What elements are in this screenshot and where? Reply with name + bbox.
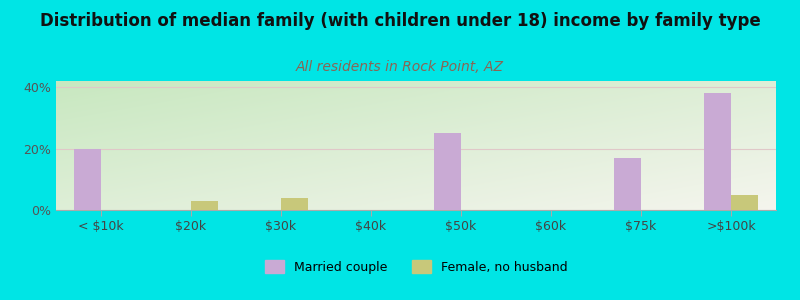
Bar bbox=[74, 148, 101, 210]
Bar bbox=[434, 133, 461, 210]
Bar bbox=[731, 195, 758, 210]
Bar bbox=[281, 198, 308, 210]
Text: All residents in Rock Point, AZ: All residents in Rock Point, AZ bbox=[296, 60, 504, 74]
Bar bbox=[191, 201, 218, 210]
Text: Distribution of median family (with children under 18) income by family type: Distribution of median family (with chil… bbox=[40, 12, 760, 30]
Legend: Married couple, Female, no husband: Married couple, Female, no husband bbox=[260, 255, 572, 279]
Bar bbox=[614, 158, 641, 210]
Bar bbox=[704, 93, 731, 210]
